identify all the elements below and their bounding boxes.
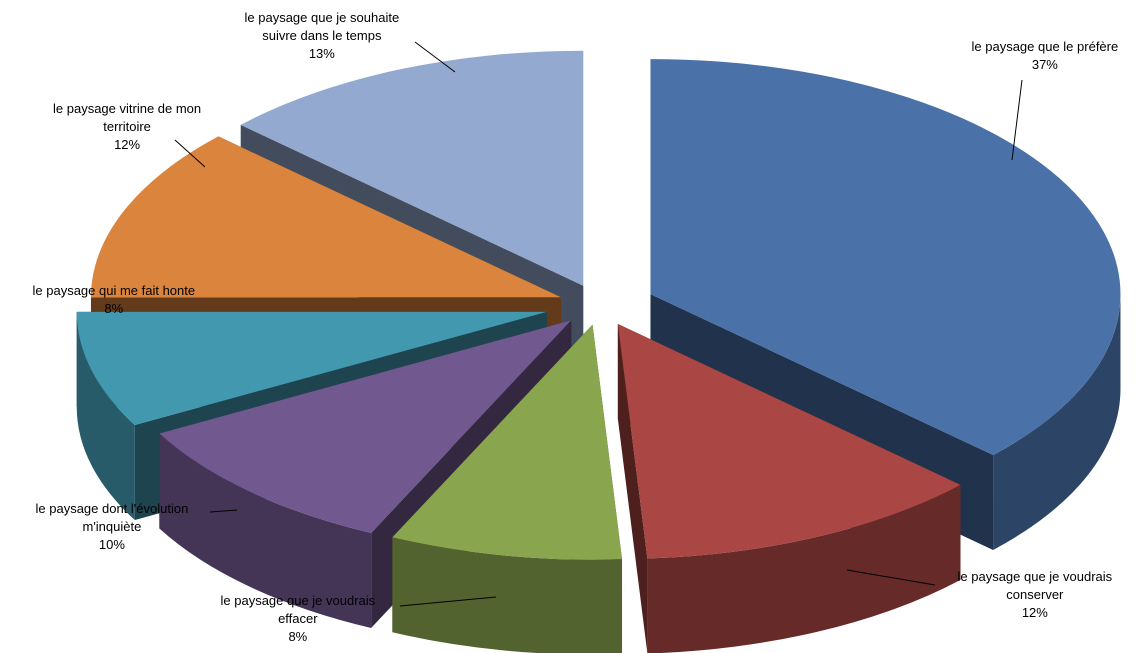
leader-line — [846, 569, 936, 586]
data-label: le paysage qui me fait honte 8% — [33, 282, 196, 318]
leader-line — [209, 509, 238, 513]
leader-lines — [174, 41, 1023, 607]
data-label-value: 8% — [104, 301, 124, 316]
data-label-text: le paysage vitrine de mon — [53, 101, 202, 116]
data-label: le paysage vitrine de mon territoire 12% — [53, 100, 201, 154]
data-label-text: le paysage que le préfère — [971, 39, 1119, 54]
data-label-value: 37% — [1031, 57, 1058, 72]
data-label-text: conserver — [1006, 587, 1064, 602]
data-label-value: 10% — [98, 537, 125, 552]
data-label-text: le paysage dont l'évolution — [35, 501, 189, 516]
slice-top — [240, 50, 584, 286]
data-label-value: 8% — [288, 629, 308, 644]
data-label-value: 12% — [1021, 605, 1048, 620]
slice-side-wall — [617, 324, 648, 653]
data-label-text: le paysage que je voudrais — [220, 593, 376, 608]
data-label-text: territoire — [103, 119, 151, 134]
data-label: le paysage que je voudrais conserver 12% — [958, 568, 1113, 622]
data-label: le paysage dont l'évolution m'inquiète 10% — [36, 500, 189, 554]
leader-line — [399, 596, 497, 607]
data-label: le paysage que je voudrais effacer 8% — [221, 592, 376, 646]
slice-top — [617, 324, 961, 559]
slice-top — [76, 311, 547, 426]
data-label-text: le paysage qui me fait honte — [32, 283, 196, 298]
leader-line — [1011, 79, 1023, 161]
slice-top — [90, 136, 561, 298]
slice-top — [650, 59, 1121, 455]
pie-slice — [617, 324, 961, 653]
data-label-text: effacer — [278, 611, 318, 626]
data-label-text: m'inquiète — [82, 519, 142, 534]
slice-rim — [159, 433, 372, 628]
data-label-text: le paysage que je voudrais — [957, 569, 1113, 584]
leader-line — [174, 139, 206, 168]
data-label: le paysage que je souhaite suivre dans le… — [245, 9, 400, 63]
pie-slice — [392, 324, 623, 653]
slice-rim — [647, 484, 961, 653]
data-label-text: suivre dans le temps — [262, 28, 382, 43]
slice-top — [392, 324, 623, 560]
slice-top — [159, 320, 572, 533]
leader-line — [414, 41, 456, 73]
slice-rim — [76, 311, 135, 521]
data-label-value: 13% — [308, 46, 335, 61]
pie-slices — [76, 50, 1121, 653]
data-label-text: le paysage que je souhaite — [244, 10, 400, 25]
data-label-value: 12% — [114, 137, 141, 152]
slice-rim — [392, 537, 623, 653]
slice-rim — [993, 294, 1121, 550]
data-label: le paysage que le préfère 37% — [972, 38, 1119, 74]
